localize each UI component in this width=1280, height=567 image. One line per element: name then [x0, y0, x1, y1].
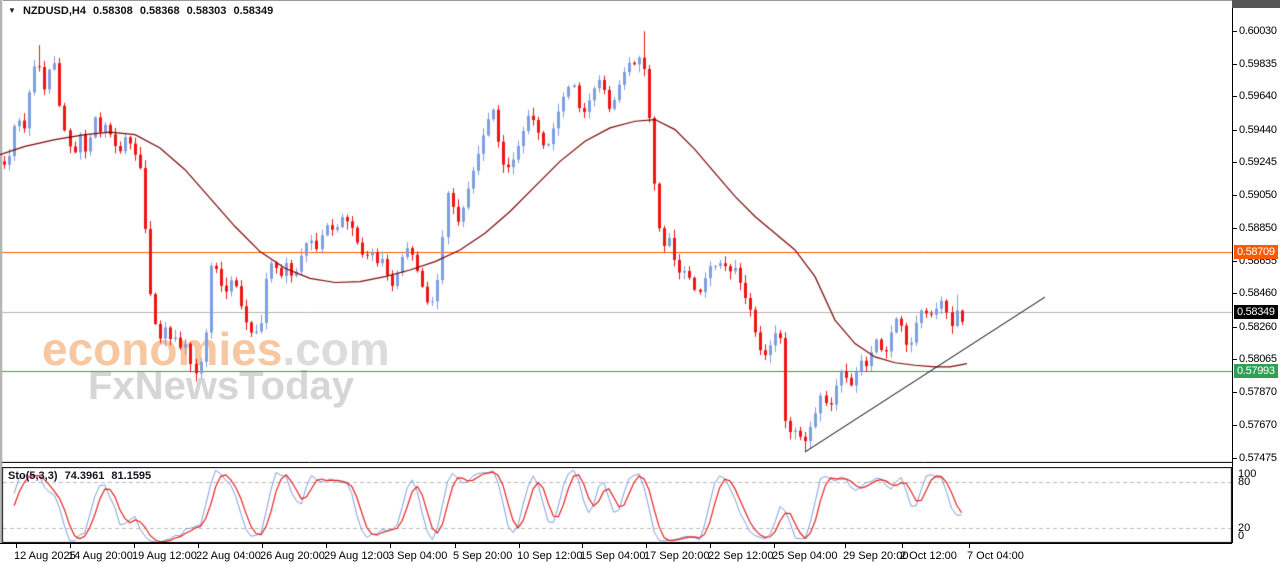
- time-axis-tick: [134, 544, 135, 548]
- price-scale-tick: [1233, 228, 1237, 230]
- time-axis-label: 29 Sep 20:00: [843, 550, 909, 562]
- price-scale-tick: [1233, 63, 1237, 65]
- price-scale-label: 0.59640: [1239, 90, 1277, 103]
- time-axis-tick: [646, 544, 647, 548]
- time-axis-label: 15 Sep 04:00: [580, 550, 646, 562]
- time-axis-label: 22 Sep 12:00: [708, 550, 774, 562]
- time-axis-tick: [16, 544, 17, 548]
- price-scale-tick: [1233, 96, 1237, 98]
- time-axis-label: 7 Oct 04:00: [967, 550, 1024, 562]
- time-axis-label: 14 Aug 20:00: [68, 550, 133, 562]
- time-axis-tick: [774, 544, 775, 548]
- price-scale-tick: [1233, 162, 1237, 164]
- ohlc-header: ▼ NZDUSD,H4 0.58308 0.58368 0.58303 0.58…: [8, 5, 277, 17]
- price-scale-label: 0.57475: [1239, 452, 1277, 464]
- price-scale-tick: [1233, 293, 1237, 295]
- price-scale-tick: [1233, 391, 1237, 393]
- time-axis-tick: [902, 544, 903, 548]
- time-axis-tick: [582, 544, 583, 548]
- price-scale-label: 0.58460: [1239, 287, 1277, 300]
- price-scale-tick: [1233, 260, 1237, 262]
- stochastic-panel: [0, 467, 1232, 543]
- time-axis-tick: [390, 544, 391, 548]
- price-scale[interactable]: 0.60030 0.59835 0.59640 0.59440 0.59245 0.590…: [1232, 0, 1280, 543]
- time-axis-label: 5 Sep 20:00: [453, 550, 513, 562]
- time-axis-label: 2 Oct 12:00: [900, 550, 957, 562]
- scale-top-cap: [1232, 0, 1280, 8]
- price-scale-label: 0.59835: [1239, 57, 1277, 70]
- time-axis-label: 10 Sep 12:00: [517, 550, 583, 562]
- price-scale-label: 0.58850: [1239, 222, 1277, 235]
- down-triangle-icon[interactable]: ▼: [8, 6, 16, 15]
- stochastic-name-label: Sto(5,3,3): [8, 470, 58, 482]
- stochastic-scale-label: 20: [1238, 522, 1251, 534]
- price-scale-tick: [1233, 326, 1237, 328]
- time-axis-label: 25 Sep 04:00: [772, 550, 838, 562]
- time-axis-tick: [262, 544, 263, 548]
- price-scale-tick: [1233, 31, 1237, 32]
- support-price-label: 0.57993: [1234, 364, 1278, 379]
- price-scale-label: 0.57870: [1239, 385, 1277, 398]
- time-axis-label: 22 Aug 04:00: [196, 550, 261, 562]
- price-scale-label: 0.60030: [1239, 25, 1277, 37]
- time-axis-label: 17 Sep 20:00: [644, 550, 710, 562]
- stochastic-main-value: 74.3961: [64, 470, 105, 482]
- price-scale-tick: [1233, 425, 1237, 427]
- time-axis-tick: [710, 544, 711, 548]
- time-axis-tick: [519, 544, 520, 548]
- high-value: 0.58368: [139, 5, 180, 17]
- time-axis-label: 3 Sep 04:00: [388, 550, 448, 562]
- current-price-price-label: 0.58349: [1234, 304, 1278, 319]
- price-scale-label: 0.58065: [1239, 353, 1277, 366]
- stochastic-canvas[interactable]: [0, 467, 1232, 543]
- price-chart-canvas[interactable]: [0, 0, 1232, 463]
- stochastic-scale-label: 100: [1238, 468, 1257, 480]
- stochastic-signal-value: 81.1595: [111, 470, 152, 482]
- price-scale-label: 0.57670: [1239, 419, 1277, 432]
- time-axis-tick: [198, 544, 199, 548]
- time-axis-tick: [70, 544, 71, 548]
- price-scale-label: 0.59050: [1239, 188, 1277, 201]
- time-axis-tick: [969, 544, 970, 548]
- stochastic-scale-label: 0: [1238, 530, 1245, 542]
- price-scale-label: 0.59245: [1239, 156, 1277, 169]
- stochastic-header: Sto(5,3,3) 74.3961 81.1595: [8, 470, 155, 482]
- time-axis-label: 19 Aug 12:00: [132, 550, 197, 562]
- price-scale-label: 0.58260: [1239, 320, 1277, 333]
- open-value: 0.58308: [93, 5, 133, 17]
- price-scale-tick: [1233, 194, 1237, 196]
- time-axis[interactable]: 12 Aug 2025 14 Aug 20:00 19 Aug 12:00 22 Au…: [0, 543, 1232, 567]
- time-axis-tick: [326, 544, 327, 548]
- price-scale-tick: [1233, 129, 1237, 131]
- symbol-period-label: NZDUSD,H4: [22, 5, 86, 17]
- time-axis-label: 26 Aug 20:00: [260, 550, 325, 562]
- price-chart-panel: economies.com FxNewsToday ▼ NZDUSD,H4 0.…: [0, 0, 1232, 463]
- time-axis-tick: [845, 544, 846, 548]
- price-scale-tick: [1233, 458, 1237, 459]
- stochastic-scale-label: 80: [1238, 476, 1251, 488]
- time-axis-label: 29 Aug 12:00: [324, 550, 389, 562]
- close-value: 0.58349: [233, 5, 274, 17]
- price-scale-label: 0.59440: [1239, 123, 1277, 136]
- time-axis-tick: [455, 544, 456, 548]
- low-value: 0.58303: [186, 5, 227, 17]
- resistance-price-label: 0.58709: [1234, 244, 1278, 259]
- price-scale-tick: [1233, 359, 1237, 361]
- time-axis-label: 12 Aug 2025: [14, 550, 76, 562]
